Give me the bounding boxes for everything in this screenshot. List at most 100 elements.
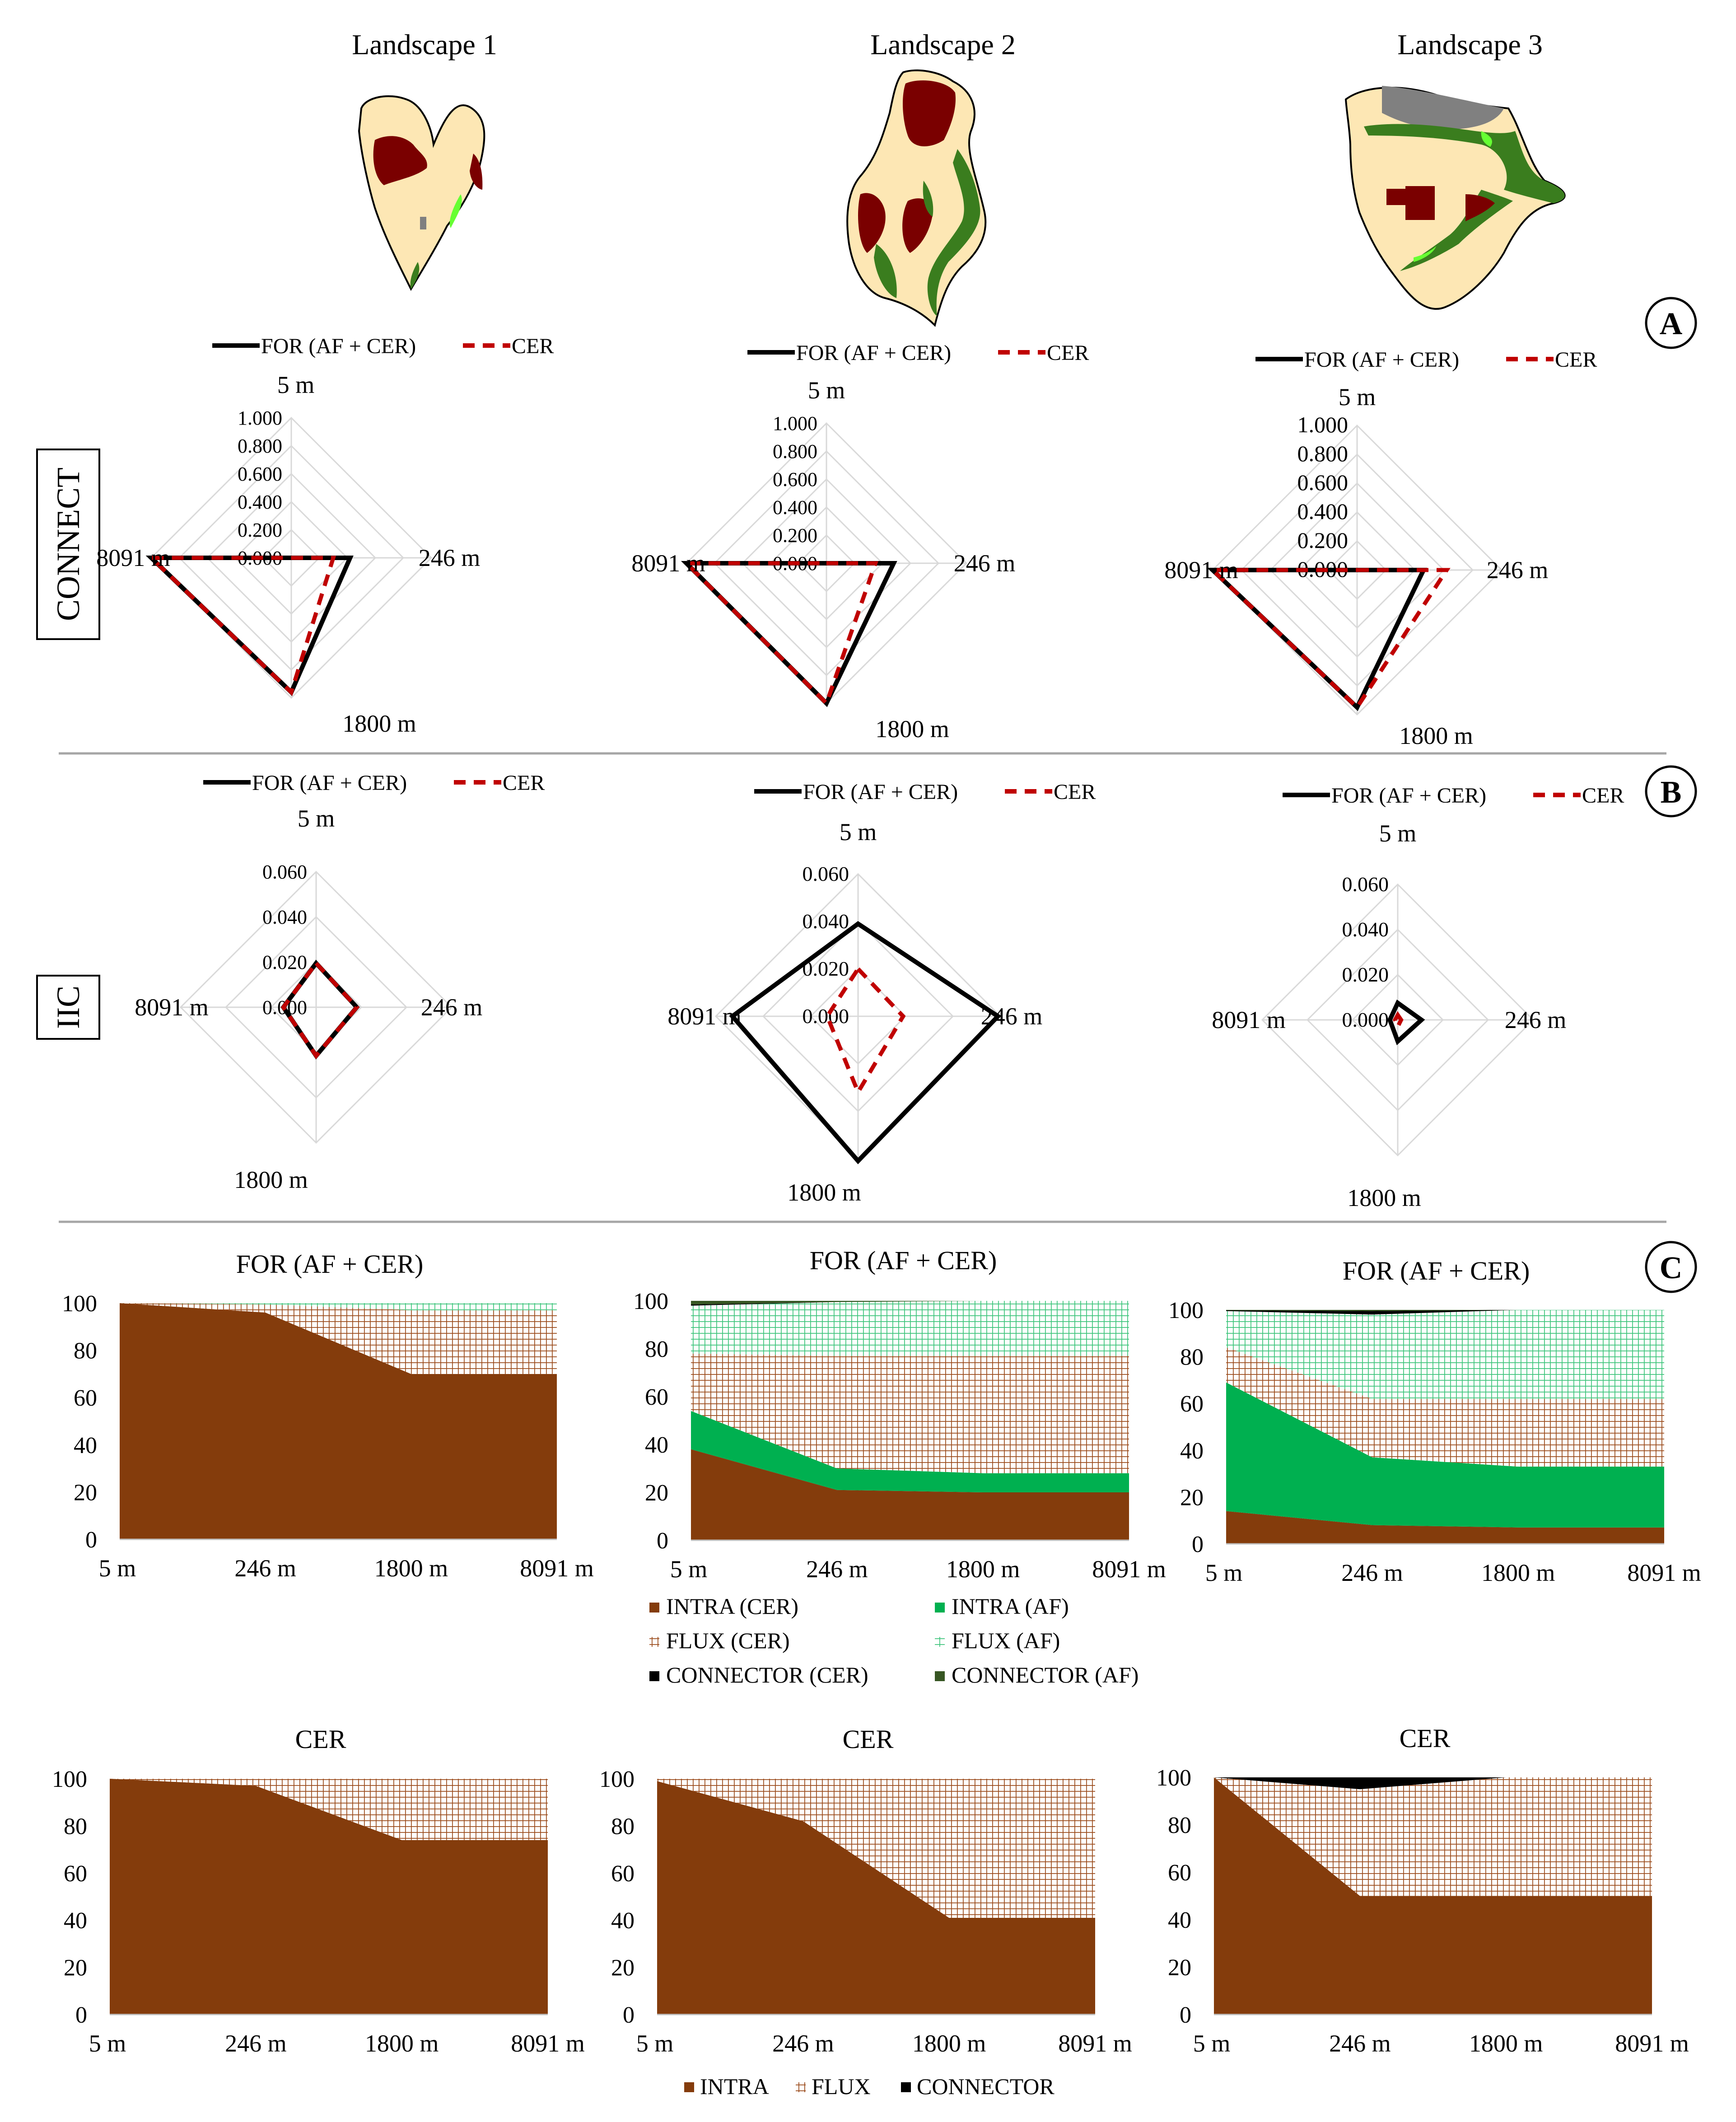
area-y-tick-label: 80 — [64, 1814, 87, 1839]
area-chart-area-for-l1: FOR (AF + CER) 0 20 40 60 80 100 5 m 246 m 1800 m… — [62, 1249, 594, 1582]
radar-axis-label: 246 m — [981, 1003, 1043, 1030]
legend-for-label: FOR (AF + CER) — [796, 341, 951, 365]
radar-tick-label: 0.060 — [1342, 873, 1389, 896]
legend-intra-cer-swatch — [649, 1603, 659, 1613]
radar-tick-label: 0.600 — [773, 468, 817, 491]
area-y-tick-label: 60 — [1180, 1391, 1204, 1417]
radar-tick-label: 0.020 — [1342, 963, 1389, 986]
area-y-tick-label: 100 — [52, 1767, 87, 1792]
area-y-tick-label: 20 — [1168, 1955, 1191, 1981]
radar-charts: 0.000 0.200 0.400 0.600 0.800 1.000 5 m 246 m 18… — [96, 371, 1566, 1211]
area-layer-flux — [110, 1779, 548, 1840]
area-x-tick-label: 8091 m — [520, 1555, 594, 1582]
area-y-tick-label: 20 — [64, 1955, 87, 1981]
radar-tick-label: 1.000 — [1297, 412, 1349, 437]
landscape-1-forest-strip-lower — [410, 262, 420, 289]
area-y-tick-label: 100 — [599, 1767, 635, 1792]
legend-flux-cer-swatch — [649, 1637, 659, 1647]
area-x-tick-label: 1800 m — [365, 2030, 439, 2057]
radar-axis-label: 246 m — [1505, 1006, 1567, 1033]
radar-axis-label: 8091 m — [135, 994, 209, 1021]
area-layer-intra-cer — [1226, 1511, 1664, 1544]
area-y-tick-label: 100 — [1156, 1765, 1191, 1791]
landscape-3-light-forest-south — [1414, 246, 1436, 262]
area-y-tick-label: 60 — [64, 1861, 87, 1887]
area-x-tick-label: 1800 m — [1469, 2030, 1543, 2057]
area-x-tick-label: 5 m — [1205, 1559, 1243, 1586]
landscape-1-forest-strip — [449, 194, 462, 228]
radar-tick-label: 0.800 — [773, 440, 817, 463]
legend-connector-swatch — [901, 2082, 911, 2092]
area-y-tick-label: 0 — [623, 2002, 635, 2028]
radar-tick-label: 0.060 — [262, 861, 307, 883]
area-chart-area-for-l2: FOR (AF + CER) 0 20 40 60 80 100 5 m 246 m 1800 m… — [633, 1246, 1166, 1583]
radar-tick-label: 0.800 — [238, 435, 282, 457]
area-x-tick-label: 8091 m — [1615, 2030, 1689, 2057]
radar-series-cer — [1393, 1011, 1404, 1032]
radar-tick-label: 0.040 — [1342, 918, 1389, 941]
radar-legend-5: FOR (AF + CER) CER — [754, 780, 1096, 804]
area-y-tick-label: 100 — [633, 1289, 668, 1314]
area-y-tick-label: 40 — [1180, 1438, 1204, 1464]
area-y-tick-label: 60 — [611, 1861, 635, 1887]
area-x-tick-label: 246 m — [225, 2030, 287, 2057]
area-chart-area-cer-l1: CER 0 20 40 60 80 100 5 m 246 m 1800 m 8091 m — [52, 1725, 585, 2057]
landscape-3-cer-patch-east — [1465, 194, 1495, 221]
radar-axis-label: 1800 m — [787, 1179, 861, 1206]
connect-row-label: CONNECT — [36, 449, 100, 640]
radar-tick-label: 0.400 — [773, 496, 817, 519]
radar-tick-label: 0.600 — [238, 463, 282, 485]
radar-axis-label: 8091 m — [96, 544, 170, 571]
area-charts: FOR (AF + CER) 0 20 40 60 80 100 5 m 246 m 1800 m… — [52, 1246, 1701, 2057]
area-chart-area-for-l3: FOR (AF + CER) 0 20 40 60 80 100 5 m 246 m 1800 m… — [1168, 1256, 1701, 1586]
area-y-tick-label: 20 — [74, 1480, 97, 1505]
radar-legend-2: FOR (AF + CER) CER — [747, 341, 1089, 365]
legend-connector-cer-swatch — [649, 1671, 659, 1681]
area-y-tick-label: 60 — [645, 1384, 668, 1410]
area-layer-flux-cer — [1226, 1347, 1664, 1467]
radar-axis-label: 8091 m — [1212, 1006, 1286, 1033]
area-y-tick-label: 20 — [611, 1955, 635, 1981]
legend-intra-af-label: INTRA (AF) — [952, 1594, 1069, 1619]
radar-axis-label: 5 m — [1379, 820, 1417, 847]
area-layer-flux-af — [120, 1303, 557, 1310]
area-x-tick-label: 8091 m — [1092, 1556, 1166, 1583]
radar-axis-label: 1800 m — [342, 710, 416, 737]
area-y-tick-label: 60 — [74, 1385, 97, 1411]
area-chart-title: FOR (AF + CER) — [810, 1246, 997, 1275]
radar-series-cer — [280, 960, 359, 1059]
area-x-tick-label: 5 m — [89, 2030, 126, 2057]
radar-legends: FOR (AF + CER) CER FOR (AF + CER) CER FOR (A… — [203, 334, 1624, 808]
area-layer-flux-af — [1226, 1310, 1664, 1399]
radar-tick-label: 0.020 — [262, 951, 307, 973]
area-layer-intra-af — [691, 1411, 1129, 1492]
legend-cer-label: CER — [1047, 341, 1089, 365]
radar-axis-label: 1800 m — [234, 1166, 308, 1193]
radar-tick-label: 0.800 — [1297, 441, 1349, 466]
radar-tick-label: 0.200 — [773, 524, 817, 547]
radar-tick-label: 0.000 — [1342, 1008, 1389, 1031]
legend-cer-label: CER — [1555, 348, 1597, 372]
radar-axis-label: 246 m — [1487, 556, 1549, 584]
area-chart-area-cer-l3: CER 0 20 40 60 80 100 5 m 246 m 1800 m 8091 m — [1156, 1724, 1689, 2057]
area-y-tick-label: 0 — [657, 1528, 668, 1554]
radar-tick-label: 1.000 — [238, 407, 282, 429]
radar-tick-label: 0.060 — [803, 862, 849, 885]
legend-for-label: FOR (AF + CER) — [1331, 784, 1486, 808]
iic-row-label: IIC — [36, 975, 100, 1040]
legend-flux-swatch — [796, 2082, 806, 2092]
area-layer-intra-cer — [120, 1303, 557, 1539]
area-layer-intra-cer — [691, 1449, 1129, 1540]
radar-series-for — [145, 556, 354, 696]
landscape-2-map — [846, 69, 987, 327]
area-y-tick-label: 40 — [64, 1908, 87, 1934]
legend-for-label: FOR (AF + CER) — [1304, 348, 1459, 372]
area-x-tick-label: 8091 m — [511, 2030, 585, 2057]
svg-text:C: C — [1660, 1251, 1683, 1285]
legend-cer-label: CER — [1054, 780, 1096, 804]
